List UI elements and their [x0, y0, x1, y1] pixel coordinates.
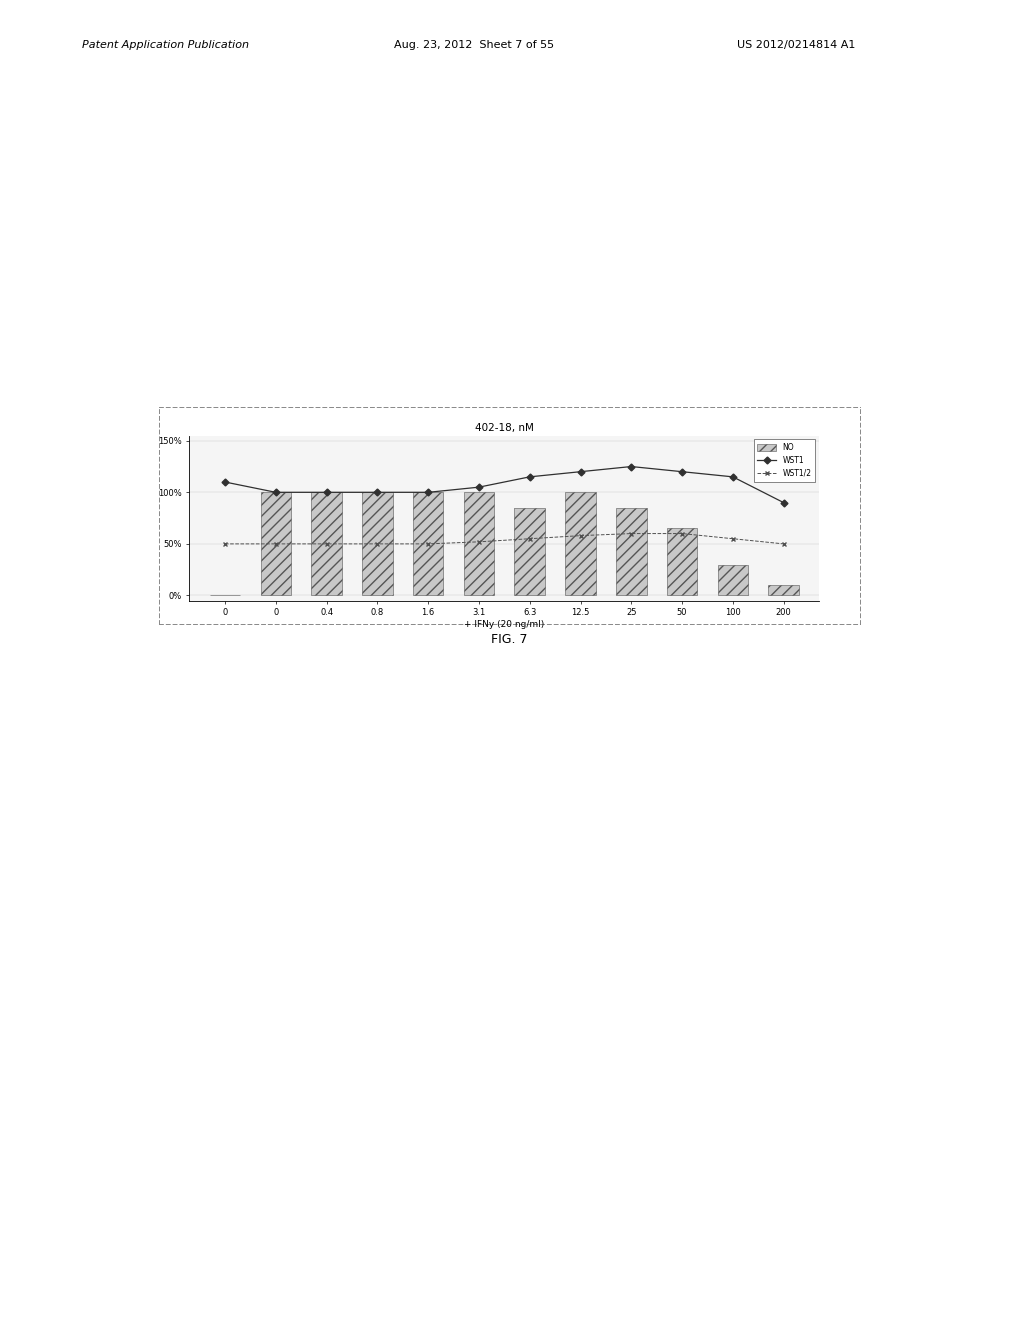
Bar	[718, 565, 749, 595]
Bar	[362, 492, 392, 595]
Bar	[667, 528, 697, 595]
Text: Aug. 23, 2012  Sheet 7 of 55: Aug. 23, 2012 Sheet 7 of 55	[394, 40, 554, 50]
Legend: NO, WST1, WST1/2: NO, WST1, WST1/2	[754, 440, 815, 482]
Bar	[768, 585, 799, 595]
X-axis label: + IFNy (20 ng/ml): + IFNy (20 ng/ml)	[464, 620, 545, 630]
Bar	[413, 492, 443, 595]
Text: US 2012/0214814 A1: US 2012/0214814 A1	[737, 40, 856, 50]
Title: 402-18, nM: 402-18, nM	[475, 424, 534, 433]
Bar	[616, 508, 646, 595]
Text: FIG. 7: FIG. 7	[490, 632, 527, 645]
Bar	[464, 492, 495, 595]
Bar	[260, 492, 291, 595]
Bar	[311, 492, 342, 595]
Bar	[514, 508, 545, 595]
Bar	[565, 492, 596, 595]
Text: Patent Application Publication: Patent Application Publication	[82, 40, 249, 50]
